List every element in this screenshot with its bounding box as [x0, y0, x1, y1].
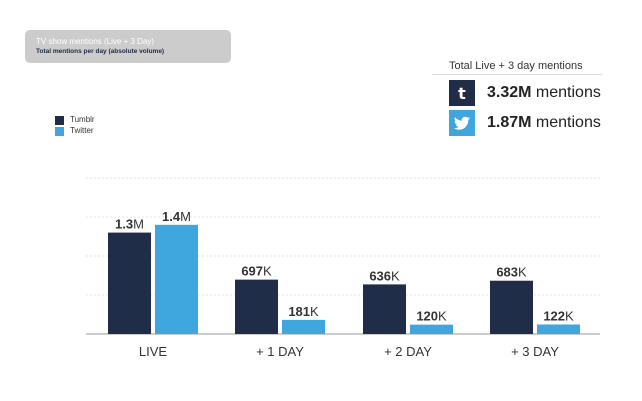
total-tumblr-value: 3.32M mentions — [487, 84, 601, 102]
legend-swatch-tumblr — [55, 116, 64, 125]
bar-tumblr — [235, 279, 278, 334]
x-tick-label: + 1 DAY — [256, 344, 304, 359]
data-label: 181K — [288, 304, 319, 319]
totals-heading: Total Live + 3 day mentions — [449, 60, 583, 72]
twitter-icon — [449, 110, 475, 136]
chart-title: TV show mentions (Live + 3 Day) — [36, 37, 155, 46]
bar-twitter — [410, 324, 453, 334]
bar-tumblr — [363, 284, 406, 334]
chart-subtitle: Total mentions per day (absolute volume) — [36, 48, 165, 55]
total-twitter-number: 1.87M — [487, 114, 532, 131]
x-tick-label: LIVE — [139, 344, 168, 359]
bar-twitter — [537, 324, 580, 334]
data-label: 636K — [369, 268, 400, 283]
legend-label-tumblr: Tumblr — [70, 115, 95, 124]
data-label: 122K — [543, 308, 574, 323]
bar-tumblr — [108, 232, 151, 334]
data-label: 683K — [496, 265, 527, 280]
totals-divider — [432, 74, 602, 75]
legend-swatch-twitter — [55, 127, 64, 136]
legend-label-twitter: Twitter — [70, 126, 94, 135]
data-label: 1.4M — [162, 209, 191, 224]
total-tumblr-unit: mentions — [535, 84, 601, 101]
total-twitter-unit: mentions — [535, 114, 601, 131]
bar-tumblr — [490, 280, 533, 334]
total-tumblr-number: 3.32M — [487, 84, 532, 101]
svg-text:t: t — [458, 84, 466, 103]
total-twitter-value: 1.87M mentions — [487, 114, 601, 132]
bar-twitter — [282, 319, 325, 334]
data-label: 1.3M — [115, 217, 144, 232]
x-tick-label: + 2 DAY — [384, 344, 432, 359]
data-label: 697K — [241, 264, 272, 279]
bar-twitter — [155, 224, 198, 334]
chart-title-box: TV show mentions (Live + 3 Day) Total me… — [25, 30, 231, 63]
data-label: 120K — [416, 309, 447, 324]
tumblr-icon: t — [449, 80, 475, 106]
x-tick-label: + 3 DAY — [511, 344, 559, 359]
